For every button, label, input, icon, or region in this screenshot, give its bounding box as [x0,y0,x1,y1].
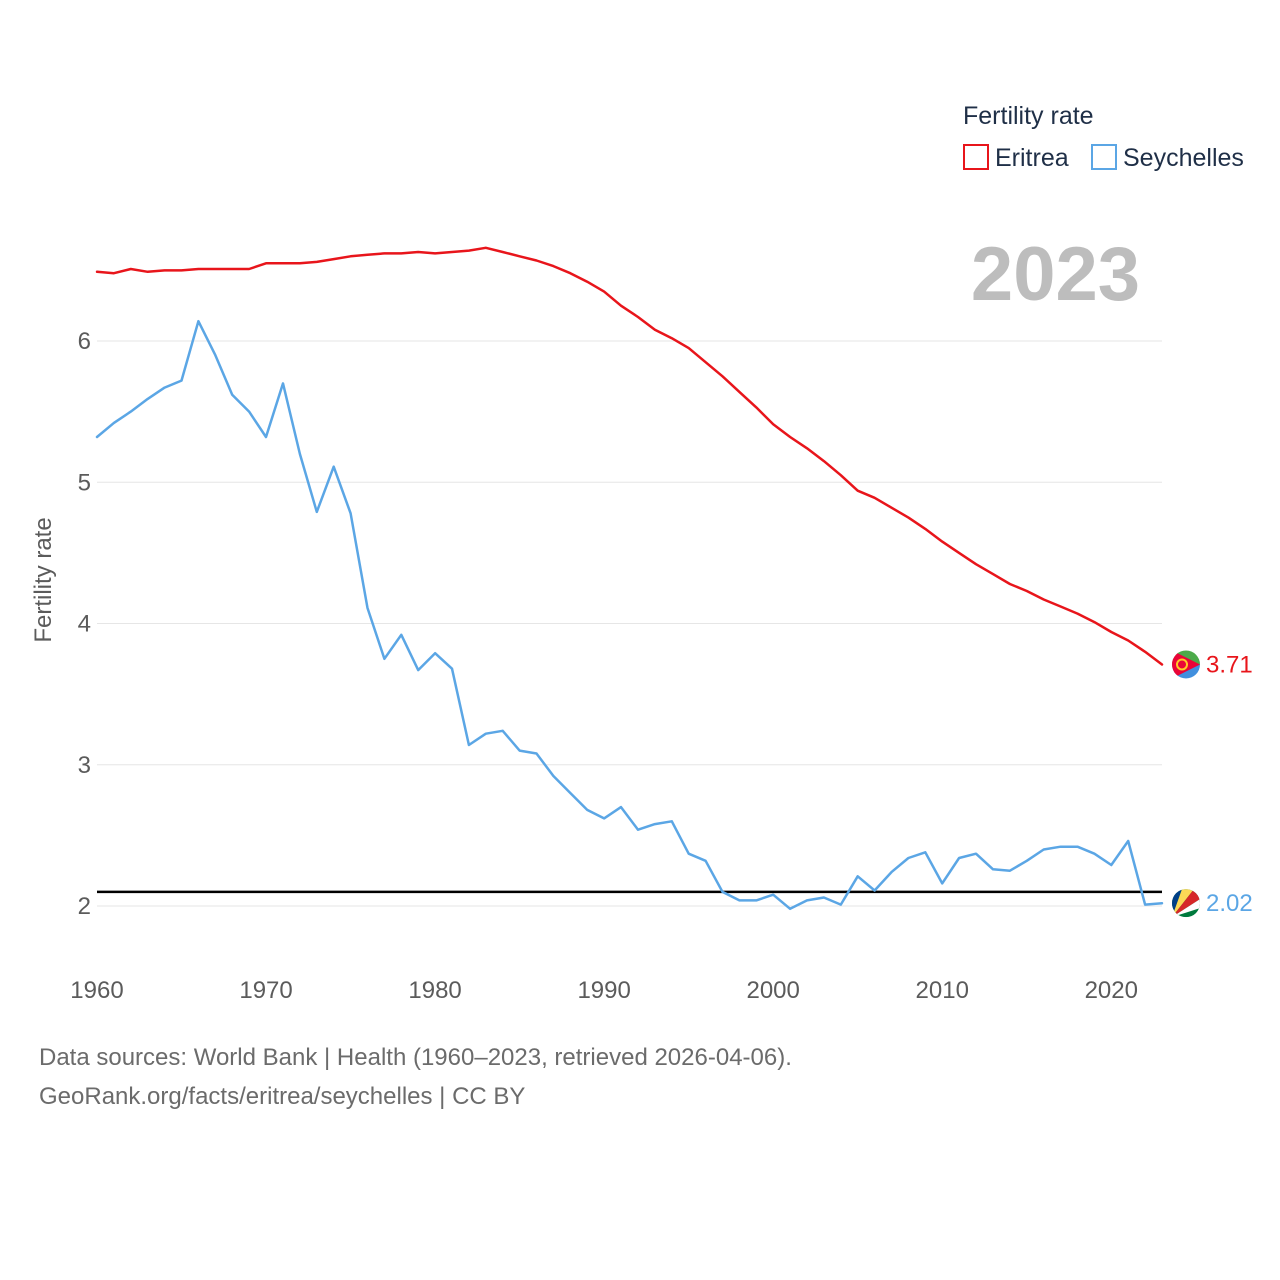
seychelles-end-value: 2.02 [1206,890,1253,917]
legend-label-seychelles: Seychelles [1123,144,1244,172]
y-tick-label: 4 [78,611,91,638]
x-tick-label: 1980 [408,977,461,1004]
y-tick-label: 6 [78,328,91,355]
legend: Fertility rate Eritrea Seychelles [963,102,1244,172]
x-tick-label: 2010 [916,977,969,1004]
legend-item-seychelles[interactable]: Seychelles [1091,144,1244,172]
legend-swatch-seychelles [1091,144,1117,170]
y-tick-label: 3 [78,752,91,779]
x-tick-label: 2000 [746,977,799,1004]
y-tick-label: 2 [78,893,91,920]
y-gridlines [97,340,1162,907]
footer-attribution: GeoRank.org/facts/eritrea/seychelles | C… [39,1083,526,1110]
eritrea-flag-icon [1172,650,1200,679]
legend-swatch-eritrea [963,144,989,170]
y-tick-label: 5 [78,469,91,496]
y-axis-title: Fertility rate [30,517,57,642]
x-tick-label: 2020 [1085,977,1138,1004]
series-line-seychelles [95,319,1164,911]
x-tick-label: 1970 [239,977,292,1004]
current-year-label: 2023 [971,232,1140,317]
footer-sources: Data sources: World Bank | Health (1960–… [39,1044,792,1071]
eritrea-end-value: 3.71 [1206,651,1253,678]
x-axis-ticks: 1960 1970 1980 1990 2000 2010 2020 [70,977,1138,1004]
x-tick-label: 1960 [70,977,123,1004]
legend-item-eritrea[interactable]: Eritrea [963,144,1069,172]
legend-label-eritrea: Eritrea [995,144,1069,172]
legend-title: Fertility rate [963,102,1094,130]
series-lines [95,246,1164,911]
y-axis-ticks: 2 3 4 5 6 [78,328,91,920]
seychelles-flag-icon [1172,889,1200,918]
series-line-eritrea [95,246,1164,666]
x-tick-label: 1990 [577,977,630,1004]
